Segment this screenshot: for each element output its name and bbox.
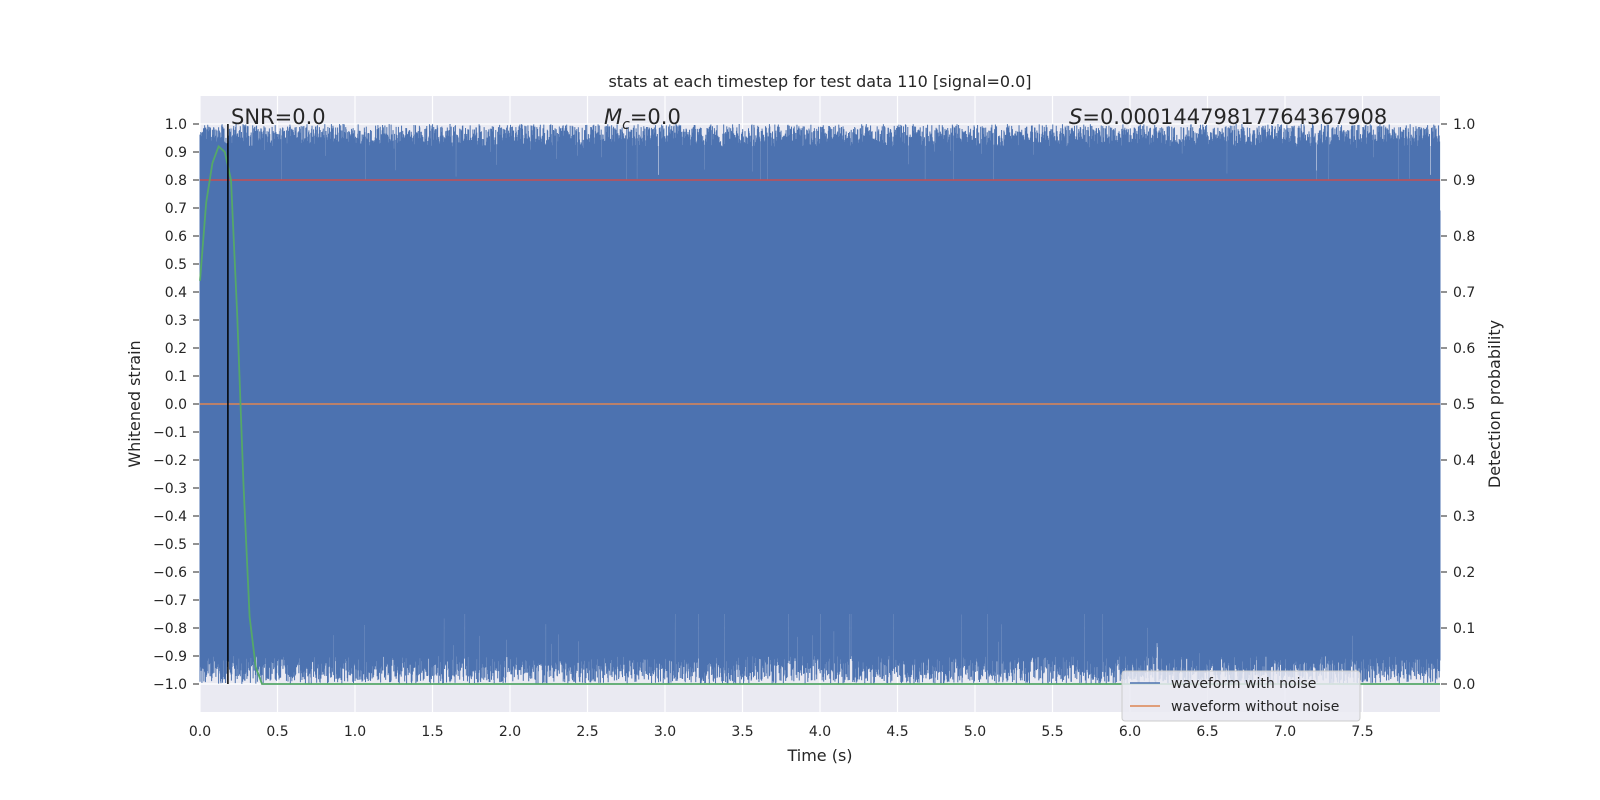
chart-title: stats at each timestep for test data 110…	[608, 72, 1031, 91]
y-tick-label: −0.6	[153, 565, 187, 581]
snr-annotation: SNR=0.0	[231, 105, 326, 129]
y-tick-label: −0.4	[153, 509, 187, 525]
y-tick-label: 0.6	[165, 229, 187, 245]
y2-tick-label: 0.6	[1453, 341, 1475, 357]
y2-tick-labels: 1.0 0.9 0.8 0.7 0.6 0.5 0.4 0.3 0.2 0.1 0.0	[1441, 117, 1475, 693]
waveform-with-noise-line	[199, 123, 1441, 684]
y-tick-label: 0.2	[165, 341, 187, 357]
y-tick-label: 0.9	[165, 145, 187, 161]
x-tick-label: 7.0	[1274, 724, 1296, 740]
chirp-mass-annotation: Mc=0.0	[604, 105, 681, 133]
x-tick-label: 6.0	[1119, 724, 1141, 740]
detection-probability-line	[199, 144, 1440, 685]
y2-tick-label: 0.4	[1453, 453, 1475, 469]
x-tick-label: 5.0	[964, 724, 986, 740]
y2-tick-label: 0.9	[1453, 173, 1475, 189]
y-tick-label: 0.7	[165, 201, 187, 217]
series-layer	[199, 123, 1441, 685]
y-tick-label: 0.8	[165, 173, 187, 189]
y2-tick-label: 0.1	[1453, 621, 1475, 637]
x-tick-label: 0.0	[189, 724, 211, 740]
y-tick-label: 0.0	[165, 397, 187, 413]
x-tick-label: 7.5	[1351, 724, 1373, 740]
y2-tick-label: 1.0	[1453, 117, 1475, 133]
x-tick-label: 1.5	[421, 724, 443, 740]
x-tick-label: 3.5	[731, 724, 753, 740]
x-tick-label: 0.5	[266, 724, 288, 740]
x-tick-label: 2.5	[576, 724, 598, 740]
y2-axis-label: Detection probability	[1485, 320, 1504, 488]
x-tick-label: 5.5	[1041, 724, 1063, 740]
y-tick-labels: 1.0 0.9 0.8 0.7 0.6 0.5 0.4 0.3 0.2 0.1 0.0 −0.1 −0.…	[153, 117, 199, 693]
y-tick-label: −0.9	[153, 649, 187, 665]
legend-box	[1121, 670, 1361, 722]
y2-tick-label: 0.7	[1453, 285, 1475, 301]
y-axis-label: Whitened strain	[125, 340, 144, 467]
legend-label-clean: waveform without noise	[1171, 699, 1339, 715]
x-tick-label: 6.5	[1196, 724, 1218, 740]
y-tick-label: −0.8	[153, 621, 187, 637]
legend-label-noise: waveform with noise	[1171, 676, 1316, 692]
y-tick-label: 1.0	[165, 117, 187, 133]
y-tick-label: −1.0	[153, 677, 187, 693]
y-tick-label: −0.5	[153, 537, 187, 553]
y2-tick-label: 0.3	[1453, 509, 1475, 525]
x-tick-label: 4.5	[886, 724, 908, 740]
y2-tick-label: 0.5	[1453, 397, 1475, 413]
y-tick-label: −0.2	[153, 453, 187, 469]
y-tick-label: −0.3	[153, 481, 187, 497]
y-tick-label: −0.1	[153, 425, 187, 441]
y-tick-label: 0.3	[165, 313, 187, 329]
x-tick-labels: 0.0 0.5 1.0 1.5 2.0 2.5 3.0 3.5 4.0 4.5 5.0 5.5 6.0 6…	[189, 724, 1374, 740]
legend: waveform with noise waveform without noi…	[1121, 670, 1361, 722]
y2-tick-label: 0.2	[1453, 565, 1475, 581]
s-annotation: S=0.00014479817764367908	[1069, 105, 1387, 129]
y2-tick-label: 0.0	[1453, 677, 1475, 693]
y-tick-label: 0.4	[165, 285, 187, 301]
x-tick-label: 1.0	[344, 724, 366, 740]
y-tick-label: 0.5	[165, 257, 187, 273]
y-tick-label: −0.7	[153, 593, 187, 609]
x-tick-label: 4.0	[809, 724, 831, 740]
y2-tick-label: 0.8	[1453, 229, 1475, 245]
x-tick-label: 2.0	[499, 724, 521, 740]
y-tick-label: 0.1	[165, 369, 187, 385]
x-tick-label: 3.0	[654, 724, 676, 740]
x-axis-label: Time (s)	[786, 746, 852, 765]
